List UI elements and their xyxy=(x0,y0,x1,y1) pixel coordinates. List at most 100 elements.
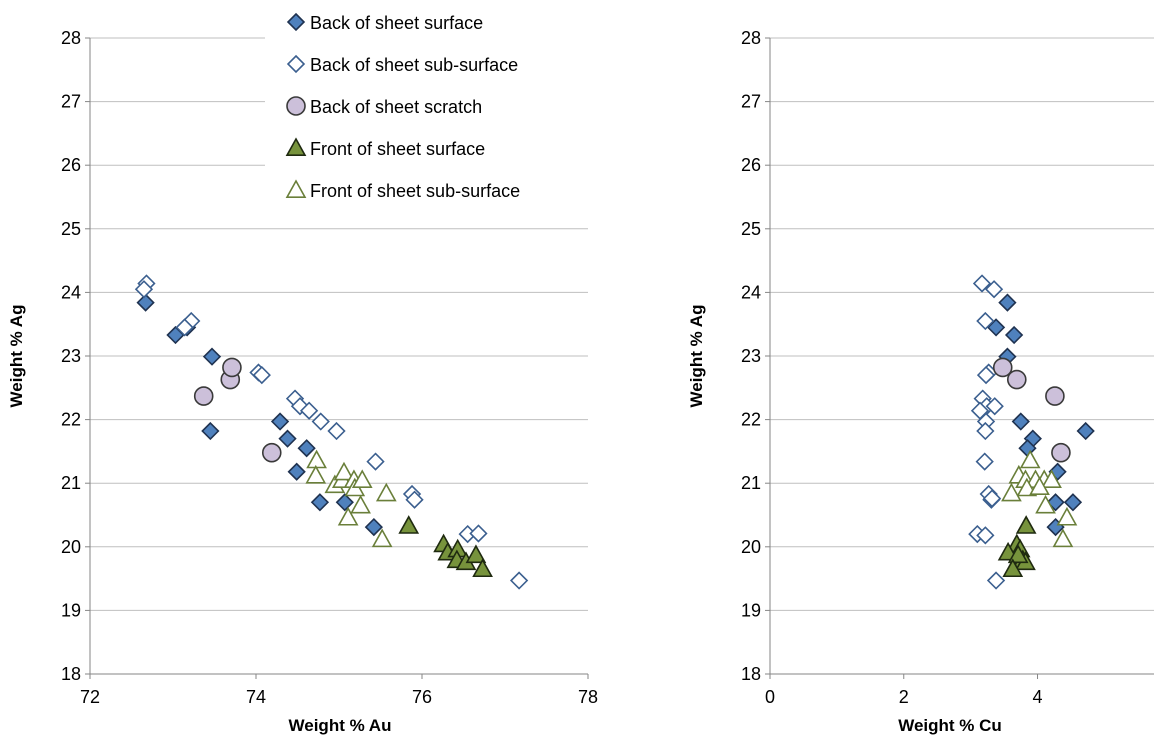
x-axis-title: Weight % Au xyxy=(289,716,392,735)
legend-item: Front of sheet sub-surface xyxy=(285,179,520,201)
y-tick-label: 19 xyxy=(61,600,81,620)
data-point xyxy=(202,347,222,366)
data-point xyxy=(351,469,373,489)
x-tick-label: 0 xyxy=(765,687,775,707)
legend: Back of sheet surface Back of sheet sub-s… xyxy=(265,2,605,207)
data-point xyxy=(1029,476,1050,496)
data-point xyxy=(465,544,487,564)
data-point xyxy=(311,412,330,431)
data-point xyxy=(371,528,393,548)
data-point xyxy=(472,558,493,578)
data-point xyxy=(1001,482,1022,502)
series-back-of-sheet-sub-surface xyxy=(134,274,529,590)
y-tick-label: 26 xyxy=(61,155,81,175)
data-point xyxy=(976,311,995,331)
data-point xyxy=(398,515,420,534)
data-point xyxy=(350,494,371,514)
data-point xyxy=(986,571,1006,590)
data-point xyxy=(972,274,992,293)
data-point xyxy=(1045,386,1065,406)
data-point xyxy=(333,461,355,481)
legend-label: Front of sheet surface xyxy=(310,139,485,159)
data-point xyxy=(1041,469,1062,489)
legend-background xyxy=(265,2,605,207)
series-front-of-sheet-surface xyxy=(398,515,493,578)
legend-label: Back of sheet scratch xyxy=(310,97,482,117)
data-point xyxy=(222,357,242,378)
data-point xyxy=(364,517,383,537)
data-point xyxy=(175,318,194,337)
y-tick-label: 27 xyxy=(61,92,81,112)
legend-marker xyxy=(285,137,307,156)
y-tick-label: 21 xyxy=(61,473,81,493)
data-point xyxy=(299,401,319,420)
y-tick-label: 28 xyxy=(741,28,761,48)
data-point xyxy=(1004,325,1024,345)
data-point xyxy=(1011,412,1030,431)
legend-marker xyxy=(286,54,306,74)
series-front-of-sheet-sub-surface xyxy=(305,449,397,548)
data-point xyxy=(337,506,359,526)
x-tick-label: 76 xyxy=(412,687,432,707)
data-point xyxy=(985,397,1004,416)
series-front-of-sheet-sub-surface xyxy=(1001,449,1078,548)
y-tick-label: 19 xyxy=(741,600,761,620)
data-point xyxy=(306,449,327,469)
y-tick-label: 21 xyxy=(741,473,761,493)
data-point xyxy=(1007,544,1029,564)
data-point xyxy=(297,439,316,458)
y-axis-title: Weight % Ag xyxy=(687,305,706,408)
data-point xyxy=(270,412,290,431)
data-point xyxy=(136,293,155,312)
legend-item: Back of sheet scratch xyxy=(286,96,482,117)
series-back-of-sheet-scratch xyxy=(193,357,282,463)
x-tick-label: 74 xyxy=(246,687,266,707)
x-tick-label: 78 xyxy=(578,687,598,707)
y-tick-label: 22 xyxy=(61,410,81,430)
y-tick-label: 25 xyxy=(61,219,81,239)
y-tick-label: 26 xyxy=(741,155,761,175)
y-tick-label: 28 xyxy=(61,28,81,48)
x-tick-label: 4 xyxy=(1033,687,1043,707)
data-point xyxy=(1076,421,1095,441)
data-point xyxy=(469,524,488,543)
data-point xyxy=(1002,558,1024,578)
y-axis-title: Weight % Ag xyxy=(7,305,26,408)
data-point xyxy=(1035,494,1056,514)
data-point xyxy=(1063,493,1083,512)
legend-label: Back of sheet surface xyxy=(310,13,483,33)
data-point xyxy=(1015,515,1037,534)
y-tick-label: 24 xyxy=(61,282,81,302)
y-tick-label: 23 xyxy=(61,346,81,366)
chart-cu-vs-ag: 18192021222324252627280246Weight % CuWei… xyxy=(687,28,1154,735)
legend-label: Front of sheet sub-surface xyxy=(310,181,520,201)
y-tick-label: 24 xyxy=(741,282,761,302)
data-point xyxy=(976,365,996,385)
data-point xyxy=(261,442,282,463)
y-tick-label: 20 xyxy=(741,537,761,557)
y-tick-label: 25 xyxy=(741,219,761,239)
data-point xyxy=(509,571,529,590)
data-point xyxy=(992,357,1013,378)
data-point xyxy=(252,365,271,385)
legend-marker xyxy=(285,179,307,198)
data-point xyxy=(335,493,354,512)
y-tick-label: 23 xyxy=(741,346,761,366)
data-point xyxy=(976,526,995,545)
data-point xyxy=(405,490,424,509)
y-tick-label: 18 xyxy=(741,664,761,684)
data-point xyxy=(984,280,1004,299)
data-point xyxy=(1006,369,1027,390)
y-tick-label: 22 xyxy=(741,410,761,430)
legend-item: Back of sheet sub-surface xyxy=(286,54,518,75)
data-point xyxy=(201,421,220,441)
y-tick-label: 20 xyxy=(61,537,81,557)
series-front-of-sheet-surface xyxy=(997,515,1037,578)
x-axis-title: Weight % Cu xyxy=(898,716,1002,735)
data-point xyxy=(310,493,330,512)
data-point xyxy=(982,489,1002,508)
legend-item: Back of sheet surface xyxy=(286,12,483,33)
data-point xyxy=(375,482,397,502)
legend-marker xyxy=(286,12,306,32)
